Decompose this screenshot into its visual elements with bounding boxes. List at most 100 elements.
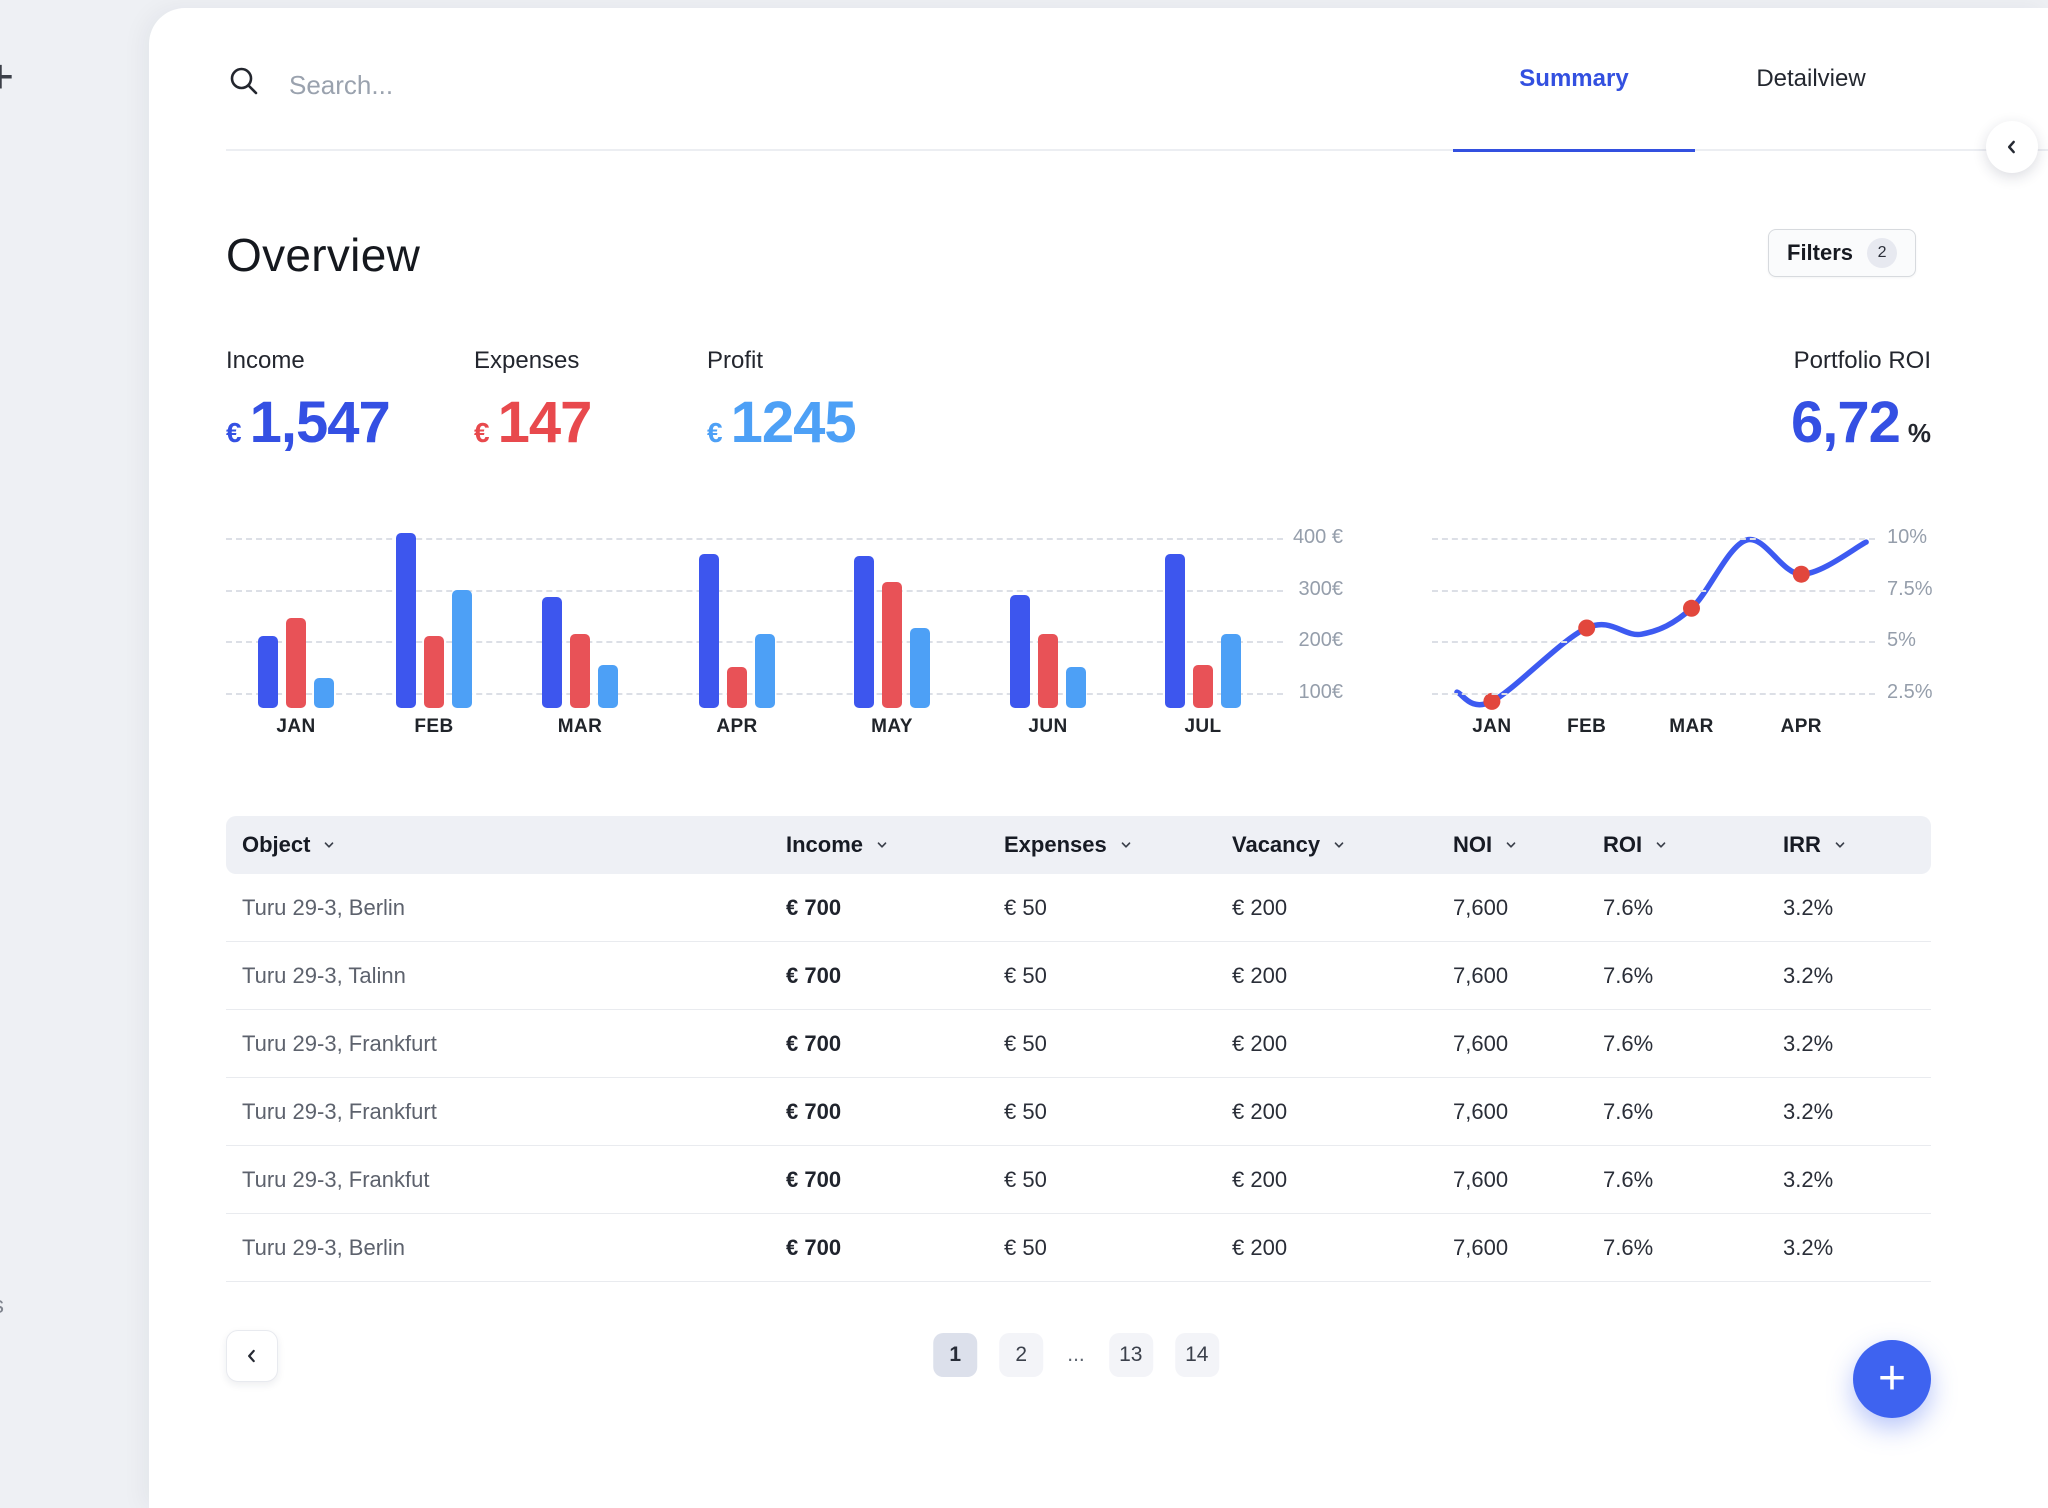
bar-profit-jul (1221, 633, 1241, 708)
bar-income-jan (258, 636, 278, 708)
cell-object: Turu 29-3, Berlin (242, 894, 406, 920)
cell-irr: 3.2% (1783, 1030, 1834, 1056)
kpi-income-label: Income (226, 347, 305, 374)
bar-expenses-apr (727, 667, 747, 708)
kpi-profit-currency: € (707, 417, 723, 448)
table-body: Turu 29-3, Berlin € 700 € 50 € 200 7,600 7.6%… (226, 874, 1931, 1282)
cell-noi: 7,600 (1453, 894, 1509, 920)
table-row[interactable]: Turu 29-3, Berlin € 700 € 50 € 200 7,600 7.6%… (226, 1214, 1931, 1282)
cell-vacancy: € 200 (1232, 1030, 1288, 1056)
pagination-ellipsis: ... (1067, 1343, 1085, 1366)
column-header-irr[interactable]: IRR (1783, 832, 1931, 858)
bar-chart-month-label: JAN (276, 716, 316, 737)
bar-profit-apr (755, 633, 775, 708)
cell-income: € 700 (786, 894, 842, 920)
collapse-button[interactable] (1986, 121, 2038, 173)
kpi-income-currency: € (226, 417, 242, 448)
bar-income-jul (1165, 553, 1185, 708)
table-row[interactable]: Turu 29-3, Frankfurt € 700 € 50 € 200 7,600 7… (226, 1010, 1931, 1078)
bar-chart-month-label: MAR (557, 716, 603, 737)
page-button-13[interactable]: 13 (1108, 1333, 1153, 1377)
kpi-profit: Profit € 1245 (707, 347, 857, 456)
column-header-income[interactable]: Income (786, 832, 1004, 858)
kpi-expenses-value: 147 (497, 390, 593, 455)
main-panel: Summary Detailview Overview Filters 2 In… (149, 8, 2048, 1508)
search-input[interactable] (287, 58, 851, 112)
kpi-portfolio-roi-label: Portfolio ROI (1793, 347, 1931, 374)
cell-roi: 7.6% (1603, 962, 1654, 988)
column-header-noi[interactable]: NOI (1453, 832, 1603, 858)
line-chart-month-label: APR (1780, 716, 1822, 737)
bar-profit-jan (314, 677, 334, 708)
bar-chart-month-label: FEB (414, 716, 454, 737)
bar-income-mar (542, 597, 562, 708)
page-button-1[interactable]: 1 (933, 1333, 978, 1377)
cell-object: Turu 29-3, Frankfurt (242, 1030, 437, 1056)
cell-roi: 7.6% (1603, 1030, 1654, 1056)
cell-income: € 700 (786, 962, 842, 988)
tab-summary[interactable]: Summary (1453, 8, 1695, 152)
cell-roi: 7.6% (1603, 894, 1654, 920)
cell-roi: 7.6% (1603, 1166, 1654, 1192)
kpi-income-value: 1,547 (249, 390, 391, 455)
sort-chevron-down-icon (1835, 842, 1845, 848)
cell-income: € 700 (786, 1030, 842, 1056)
bar-chart-y-tick: 100€ (1298, 681, 1344, 704)
cell-irr: 3.2% (1783, 894, 1834, 920)
filters-button[interactable]: Filters 2 (1768, 229, 1917, 277)
sidebar-partial-plus-icon: + (0, 51, 15, 104)
bar-chart-month-label: APR (716, 716, 758, 737)
line-chart-gridline (1432, 589, 1875, 592)
tab-detailview[interactable]: Detailview (1756, 64, 1866, 92)
pagination-prev-button[interactable] (226, 1330, 278, 1382)
bar-expenses-mar (570, 633, 590, 708)
cell-object: Turu 29-3, Frankfurt (242, 1098, 437, 1124)
page-button-2[interactable]: 2 (999, 1333, 1044, 1377)
cell-object: Turu 29-3, Berlin (242, 1234, 406, 1260)
line-chart-gridline (1432, 693, 1875, 696)
cell-noi: 7,600 (1453, 1166, 1509, 1192)
kpi-expenses-label: Expenses (474, 347, 580, 374)
bar-expenses-jan (286, 618, 306, 708)
column-header-label: Expenses (1004, 832, 1107, 857)
column-header-label: Vacancy (1232, 832, 1321, 857)
plus-icon: + (1877, 1352, 1907, 1405)
cell-noi: 7,600 (1453, 962, 1509, 988)
line-chart-y-tick: 10% (1887, 526, 1928, 548)
bar-chart-month-label: JUL (1184, 716, 1222, 737)
table-row[interactable]: Turu 29-3, Frankfut € 700 € 50 € 200 7,600 7.… (226, 1146, 1931, 1214)
kpi-income: Income € 1,547 (226, 347, 391, 456)
page-button-14[interactable]: 14 (1174, 1333, 1219, 1377)
cell-expenses: € 50 (1004, 962, 1047, 988)
cell-expenses: € 50 (1004, 1098, 1047, 1124)
column-header-expenses[interactable]: Expenses (1004, 832, 1232, 858)
bar-income-apr (699, 553, 719, 708)
filters-badge: 2 (1867, 238, 1898, 268)
kpi-profit-label: Profit (707, 347, 764, 374)
sort-chevron-down-icon (1121, 842, 1131, 848)
cell-expenses: € 50 (1004, 1030, 1047, 1056)
cell-vacancy: € 200 (1232, 1098, 1288, 1124)
sort-chevron-down-icon (1506, 842, 1516, 848)
column-header-roi[interactable]: ROI (1603, 832, 1783, 858)
cell-expenses: € 50 (1004, 1234, 1047, 1260)
bar-expenses-jun (1038, 633, 1058, 708)
line-chart-y-tick: 5% (1887, 629, 1916, 652)
table-row[interactable]: Turu 29-3, Talinn € 700 € 50 € 200 7,600 7.6%… (226, 942, 1931, 1010)
cell-vacancy: € 200 (1232, 894, 1288, 920)
cell-income: € 700 (786, 1166, 842, 1192)
sidebar-partial-text: s (0, 1292, 4, 1320)
objects-table: Object Income Expenses Vacancy NOI ROI IRR Tur… (226, 816, 1931, 1282)
column-header-vacancy[interactable]: Vacancy (1232, 832, 1453, 858)
table-row[interactable]: Turu 29-3, Frankfurt € 700 € 50 € 200 7,600 7… (226, 1078, 1931, 1146)
column-header-object[interactable]: Object (226, 832, 786, 858)
cell-noi: 7,600 (1453, 1030, 1509, 1056)
table-row[interactable]: Turu 29-3, Berlin € 700 € 50 € 200 7,600 7.6%… (226, 874, 1931, 942)
cell-roi: 7.6% (1603, 1098, 1654, 1124)
kpi-portfolio-roi: Portfolio ROI 6,72 % (1791, 347, 1931, 456)
bar-income-may (854, 556, 874, 708)
bar-chart-month-label: MAY (871, 716, 913, 737)
bar-chart-y-tick: 400 € (1292, 526, 1343, 548)
line-chart-gridline (1432, 641, 1875, 644)
add-button[interactable]: + (1853, 1340, 1931, 1418)
